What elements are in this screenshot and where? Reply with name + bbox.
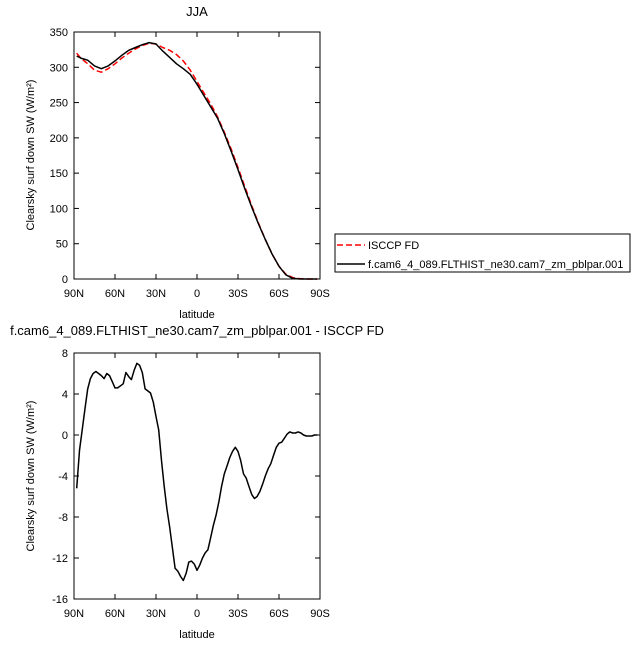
y-tick-label-top: 50 xyxy=(56,239,68,251)
y-tick-label-bottom: 0 xyxy=(62,430,68,442)
series-line-top-1 xyxy=(76,41,318,280)
y-tick-label-bottom: -4 xyxy=(58,471,68,483)
y-axis-title-bottom: Clearsky surf down SW (W/m²) xyxy=(25,401,37,552)
x-tick-label-top: 60N xyxy=(105,288,125,300)
x-axis-top: 90N 60N 30N 0 30S 60S 90S xyxy=(64,32,330,300)
series-lines-top xyxy=(76,41,318,280)
y-tick-label-bottom: -8 xyxy=(58,512,68,524)
y-tick-label-top: 100 xyxy=(50,203,68,215)
x-tick-label-bottom: 30S xyxy=(228,608,248,620)
y-tick-label-top: 150 xyxy=(50,168,68,180)
x-tick-label-bottom: 0 xyxy=(194,608,200,620)
x-tick-label-top: 0 xyxy=(194,288,200,300)
x-tick-label-top: 30S xyxy=(228,288,248,300)
panel-bottom: f.cam6_4_089.FLTHIST_ne30.cam7_zm_pblpar… xyxy=(10,323,384,641)
x-axis-title-top: latitude xyxy=(179,309,214,321)
series-line-bottom-0 xyxy=(75,362,318,582)
x-tick-label-bottom: 60S xyxy=(269,608,289,620)
y-tick-label-bottom: 8 xyxy=(62,348,68,360)
y-axis-top: 0 50 100 150 200 250 300 350 xyxy=(50,27,320,286)
plot-area-bottom xyxy=(73,352,321,600)
x-tick-label-bottom: 90S xyxy=(310,608,330,620)
legend-label-model: f.cam6_4_089.FLTHIST_ne30.cam7_zm_pblpar… xyxy=(368,259,623,271)
y-tick-label-bottom: 4 xyxy=(62,389,68,401)
y-tick-label-bottom: -12 xyxy=(52,553,68,565)
x-tick-label-top: 90N xyxy=(64,288,84,300)
y-tick-label-top: 350 xyxy=(50,27,68,39)
y-tick-label-bottom: -16 xyxy=(52,594,68,606)
y-tick-label-top: 0 xyxy=(62,274,68,286)
x-tick-label-top: 60S xyxy=(269,288,289,300)
panel-top: JJA 90N 60N 30N 0 30S 60S 90S 0 50 100 150 200 250 3… xyxy=(25,4,631,321)
panel-bottom-title: f.cam6_4_089.FLTHIST_ne30.cam7_zm_pblpar… xyxy=(10,323,384,338)
x-tick-label-top: 90S xyxy=(310,288,330,300)
legend-label-isccp: ISCCP FD xyxy=(368,240,419,252)
y-tick-label-top: 200 xyxy=(50,133,68,145)
x-tick-label-bottom: 60N xyxy=(105,608,125,620)
x-axis-title-bottom: latitude xyxy=(179,629,214,641)
x-tick-label-bottom: 90N xyxy=(64,608,84,620)
legend: ISCCP FD f.cam6_4_089.FLTHIST_ne30.cam7_… xyxy=(334,233,631,273)
y-tick-label-top: 250 xyxy=(50,98,68,110)
y-axis-bottom: -16 -12 -8 -4 0 4 8 xyxy=(52,348,320,606)
legend-box xyxy=(334,233,631,273)
y-tick-label-top: 300 xyxy=(50,62,68,74)
x-tick-label-top: 30N xyxy=(146,288,166,300)
plot-area-top xyxy=(73,31,321,280)
series-lines-bottom xyxy=(75,362,318,582)
x-tick-label-bottom: 30N xyxy=(146,608,166,620)
panel-top-title: JJA xyxy=(186,4,208,19)
x-axis-bottom: 90N 60N 30N 0 30S 60S 90S xyxy=(64,353,330,620)
y-axis-title-top: Clearsky surf down SW (W/m²) xyxy=(25,80,37,231)
